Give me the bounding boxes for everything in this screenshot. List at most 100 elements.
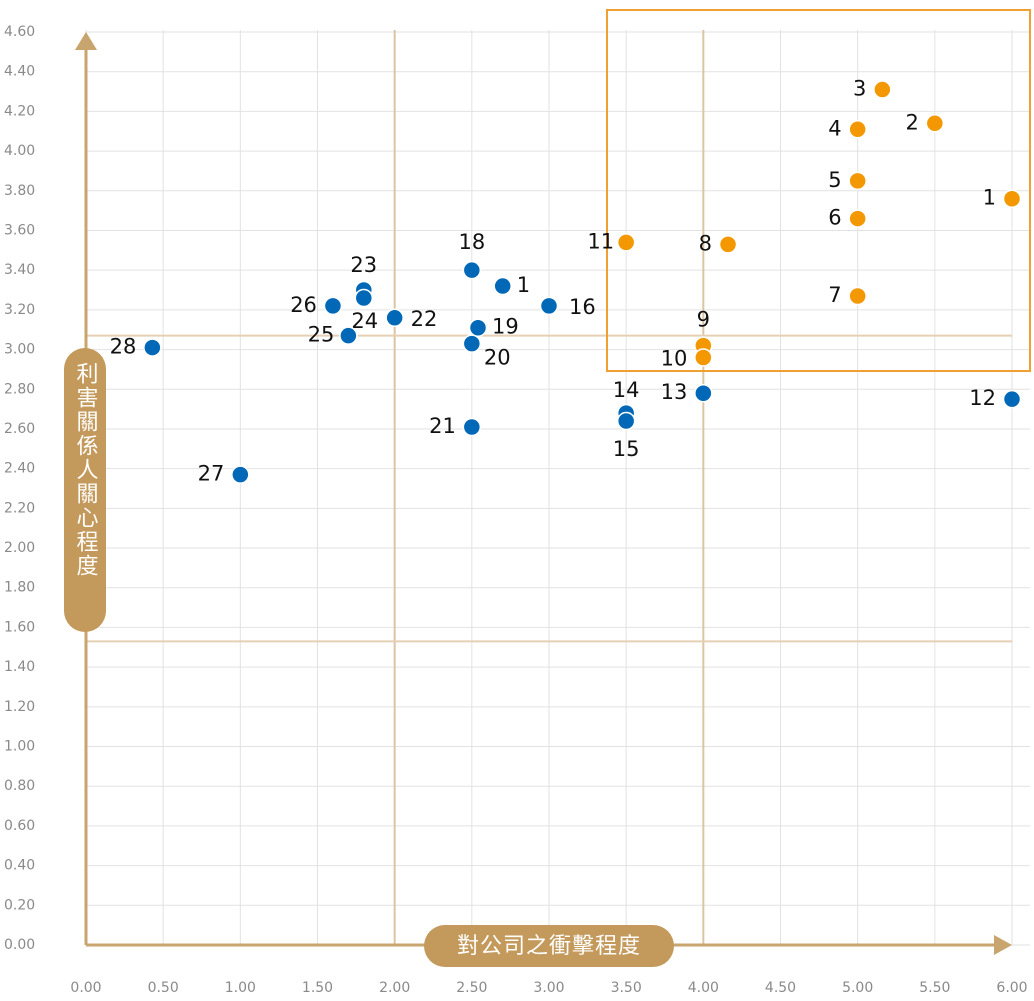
- x-tick-label: 5.50: [919, 980, 950, 996]
- point: [848, 209, 867, 228]
- x-tick-label: 4.50: [765, 980, 796, 996]
- highlight-box: [606, 9, 1031, 372]
- x-tick-label: 3.00: [533, 980, 564, 996]
- y-tick-label: 3.60: [4, 222, 35, 238]
- point: [462, 417, 482, 437]
- point-label: 18: [458, 230, 485, 254]
- point-label: 3: [853, 77, 866, 101]
- point-label: 15: [613, 437, 640, 461]
- x-tick-label: 1.00: [225, 980, 256, 996]
- x-tick-label: 5.00: [842, 980, 873, 996]
- point-label: 19: [492, 315, 519, 339]
- point-label: 1: [983, 186, 996, 210]
- x-tick-label: 6.00: [996, 980, 1027, 996]
- y-tick-label: 3.00: [4, 342, 35, 358]
- background: [75, 30, 1030, 955]
- x-axis-title: 對公司之衝擊程度: [457, 934, 641, 959]
- y-tick-label: 4.60: [4, 24, 35, 40]
- point-label: 28: [110, 335, 137, 359]
- x-tick-label: 0.50: [148, 980, 179, 996]
- point-label: 7: [828, 283, 841, 307]
- y-axis-arrow: [75, 32, 97, 50]
- point-label: 24: [351, 309, 378, 333]
- point-label: 1: [517, 273, 530, 297]
- point: [694, 383, 713, 403]
- point-label: 5: [828, 168, 841, 192]
- y-tick-label: 3.80: [4, 183, 35, 199]
- point: [848, 286, 867, 306]
- point: [323, 296, 343, 316]
- y-tick-label: 0.00: [4, 937, 35, 953]
- point: [385, 308, 404, 328]
- y-tick-label: 4.00: [4, 143, 35, 159]
- y-tick-label: 2.40: [4, 461, 35, 477]
- y-tick-label: 0.60: [4, 818, 35, 834]
- y-title-pill: [64, 348, 106, 632]
- point: [1002, 389, 1022, 409]
- point-label: 27: [198, 462, 225, 486]
- point: [339, 326, 358, 345]
- point-label: 8: [699, 231, 712, 255]
- point: [493, 276, 512, 296]
- point: [616, 411, 636, 431]
- point: [873, 80, 892, 99]
- y-tick-label: 3.20: [4, 302, 35, 318]
- y-tick-label: 4.40: [4, 64, 35, 80]
- y-tick-label: 4.20: [4, 103, 35, 119]
- y-tick-label: 0.20: [4, 897, 35, 913]
- y-tick-label: 2.80: [4, 381, 35, 397]
- point-label: 10: [661, 347, 688, 371]
- point-label: 11: [587, 229, 614, 253]
- foreground: 0.00 0.50 1.00 1.50 2.00 2.50 3.00 3.50 4.00 4.50…: [4, 24, 1028, 996]
- point: [231, 465, 250, 484]
- point-label: 4: [828, 116, 841, 140]
- point-label: 26: [290, 293, 317, 317]
- point: [1002, 189, 1022, 208]
- point-label: 9: [697, 308, 710, 332]
- y-tick-label: 1.00: [4, 739, 35, 755]
- point: [143, 338, 162, 357]
- point-label: 2: [905, 110, 918, 134]
- point: [462, 334, 482, 353]
- point: [539, 296, 559, 316]
- y-tick-label: 2.00: [4, 540, 35, 556]
- point-label: 14: [613, 378, 640, 402]
- x-axis-arrow: [994, 935, 1012, 955]
- y-tick-label: 1.40: [4, 659, 35, 675]
- point-label: 21: [429, 414, 456, 438]
- point: [616, 233, 636, 252]
- point-label: 13: [661, 380, 688, 404]
- point-label: 25: [308, 323, 335, 347]
- point-label: 6: [828, 206, 841, 230]
- point-label: 12: [969, 386, 996, 410]
- point: [694, 348, 713, 367]
- y-tick-label: 1.80: [4, 580, 35, 596]
- x-tick-label: 2.00: [379, 980, 410, 996]
- y-tick-label: 3.40: [4, 262, 35, 278]
- x-tick-label: 0.00: [70, 980, 101, 996]
- point: [468, 318, 488, 337]
- point: [354, 288, 374, 308]
- y-tick-label: 1.60: [4, 619, 35, 635]
- y-tick-label: 1.20: [4, 699, 35, 715]
- x-tick-label: 3.50: [611, 980, 642, 996]
- point-label: 20: [484, 346, 511, 370]
- x-tick-label: 4.00: [688, 980, 719, 996]
- y-tick-label: 2.60: [4, 421, 35, 437]
- y-axis-title: 利害關係人關心程度: [73, 362, 99, 578]
- point-label: 22: [411, 307, 438, 331]
- x-tick-label: 1.50: [302, 980, 333, 996]
- point: [462, 260, 482, 280]
- point-label: 16: [569, 295, 596, 319]
- point: [925, 114, 945, 133]
- y-tick-label: 0.80: [4, 778, 35, 794]
- y-tick-label: 2.20: [4, 500, 35, 516]
- x-tick-label: 2.50: [456, 980, 487, 996]
- point-label: 23: [350, 253, 377, 277]
- point: [718, 235, 738, 254]
- y-tick-label: 0.40: [4, 858, 35, 874]
- x-title-pill: [424, 925, 674, 967]
- point: [848, 120, 867, 139]
- point: [848, 171, 867, 191]
